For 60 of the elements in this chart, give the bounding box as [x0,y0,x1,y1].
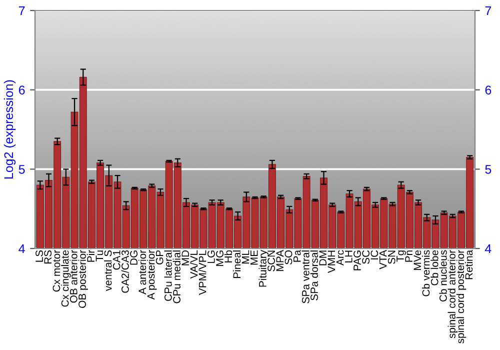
y-tick-label: 6 [18,86,25,94]
x-tick-label: Arc [336,250,344,266]
y2-tick-label: 5 [485,165,492,174]
x-tick-label: A posterior [147,250,157,300]
x-tick-label: ME [250,250,258,265]
x-tick-label: Tg [396,250,406,262]
x-tick-label: CA1 [112,250,120,270]
x-tick-label: ventral S [104,250,112,291]
x-tick-label: GP [156,250,164,264]
x-tick-label: LH [345,250,352,262]
x-tick-label: Cb vermis [422,250,430,296]
x-tick-label: SO [284,250,292,264]
x-tick-label: LS [36,250,43,262]
x-tick-label: MG [216,250,224,266]
x-tick-label: MVe [414,250,422,270]
x-tick-label: SPa dorsal [310,250,318,300]
x-tick-label: A anterior [138,250,146,294]
x-tick-label: VA/VL [190,250,198,279]
y2-tick-label: 4 [485,244,492,254]
x-tick-label: Pir [86,250,94,262]
y2-tick-label: 7 [485,6,492,16]
x-tick-label: RS [44,250,52,264]
x-tick-label: VPM/VPL [198,250,206,295]
y2-tick-label: 6 [485,86,492,94]
y-tick-label: 7 [18,6,25,16]
x-tick-label: Hb [224,250,232,262]
y-tick-label: 4 [18,244,25,254]
x-tick-label: VMH [328,250,336,273]
x-tick-label: Cb nucleus [439,250,447,302]
x-tick-label: Pineal [232,250,241,278]
x-tick-label: SCN [268,250,275,272]
x-tick-label: OB posterior [78,250,88,308]
x-tick-label: OB anterior [70,250,78,303]
x-tick-label: Cx cingulate [61,250,71,307]
x-tick-label: DM [319,250,326,266]
x-tick-label: CPu lateral [164,250,172,301]
x-tick-label: Cb lobe [430,250,438,286]
x-tick-label: PAG [354,250,361,270]
x-tick-label: Pa [293,250,301,262]
x-tick-label: CPu medial [172,250,180,304]
x-tick-label: Retina [464,250,473,280]
x-tick-label: ML [242,250,250,264]
x-tick-label: DG [130,250,138,265]
x-tick-label: LG [207,250,215,263]
x-tick-label: Tu [96,250,104,262]
x-tick-label: Pituitary [258,250,268,287]
x-tick-label: VTA [379,250,387,270]
y-tick-label: 5 [18,165,25,174]
x-tick-label: SPa ventral [302,250,310,304]
x-tick-label: spinal cord posterior [456,250,466,344]
x-tick-label: SC [362,250,370,264]
x-tick-label: Cx motor [52,250,60,292]
x-tick-label: SN [388,250,396,264]
x-tick-label: spinal cord anterior [448,250,458,338]
x-tick-label: MPA [276,250,284,271]
x-tick-label: Pn [405,250,412,262]
x-tick-label: MD [182,250,189,266]
y-axis-title: Log2 (expression) [4,80,16,178]
x-tick-label: IC [370,250,378,260]
x-tick-label: CA2/CA3 [121,250,129,293]
